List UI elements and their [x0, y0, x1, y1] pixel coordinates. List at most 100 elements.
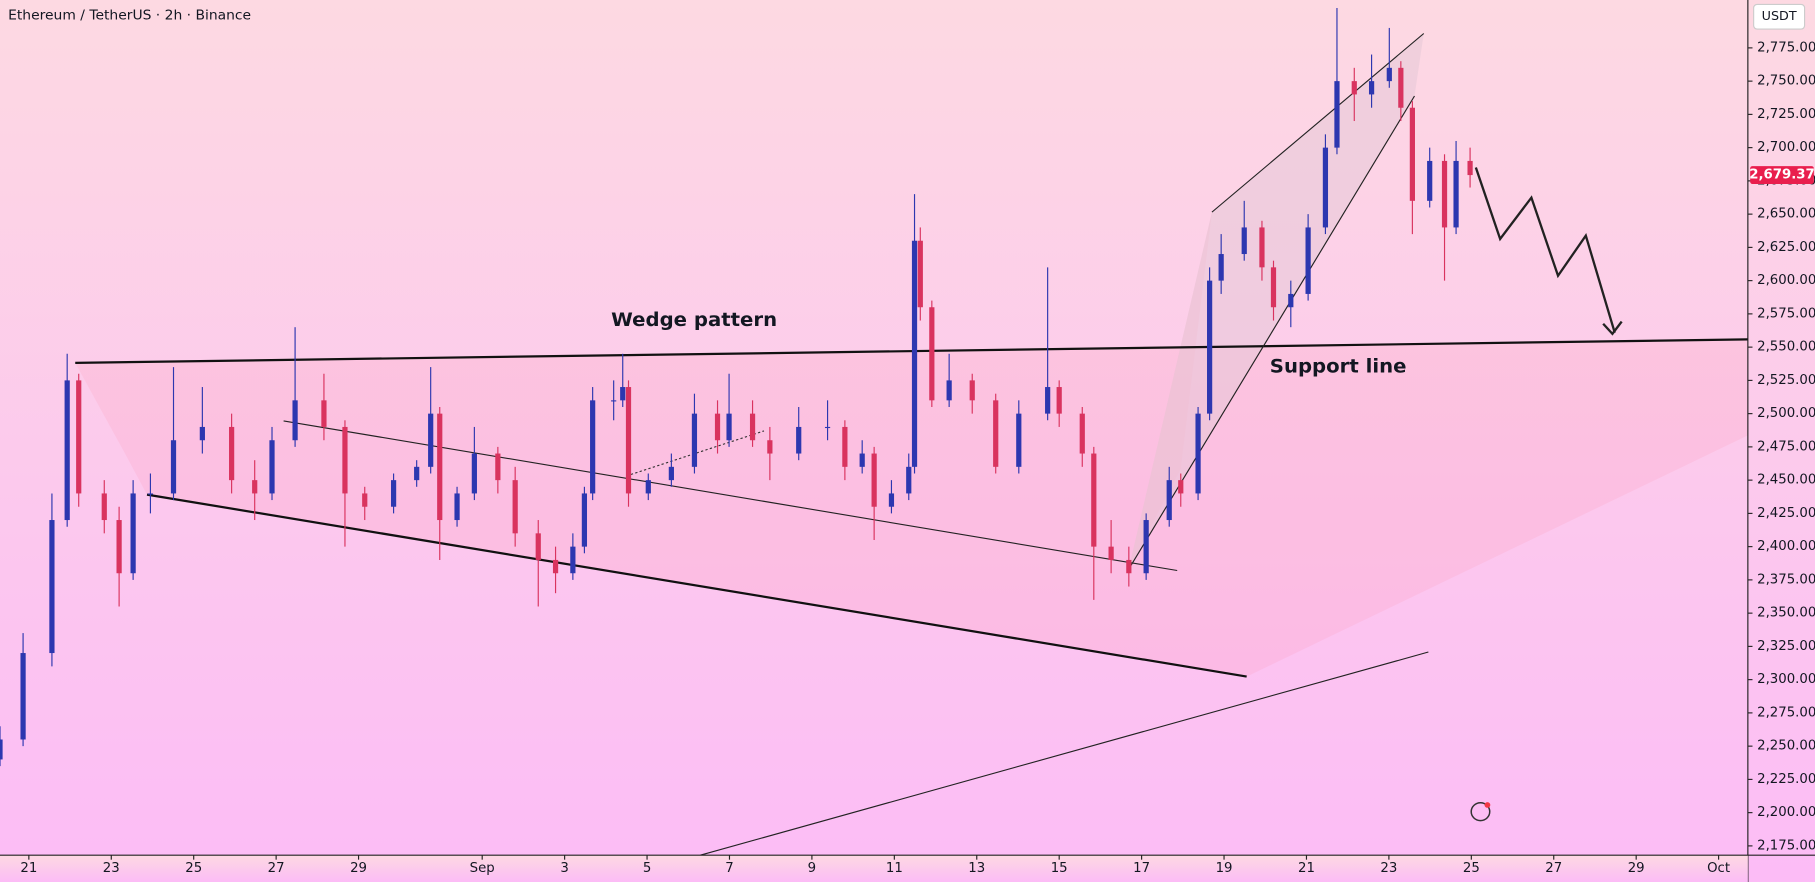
price-axis: [1747, 0, 1815, 882]
x-tick-label: 21: [20, 861, 37, 876]
candle-body: [552, 559, 559, 574]
x-tick-label: 23: [103, 861, 120, 876]
candle-body: [49, 520, 55, 654]
candle-body: [993, 400, 999, 467]
candle-body: [342, 426, 348, 494]
candle-body: [0, 739, 3, 760]
candle-body: [1368, 81, 1375, 95]
candle-body: [570, 546, 576, 574]
candle-body: [130, 493, 136, 574]
currency-label: USDT: [1762, 8, 1797, 23]
rising-line: [700, 651, 1429, 856]
y-tick-label: 2,750.00: [1757, 74, 1815, 89]
x-tick-label: 17: [1133, 861, 1150, 876]
y-tick-label: 2,425.00: [1757, 506, 1815, 521]
candle-body: [269, 440, 275, 494]
x-tick-label: 19: [1216, 861, 1233, 876]
x-tick-label: 29: [350, 861, 367, 876]
last-price-tag: [1750, 166, 1814, 185]
x-tick-label: 27: [268, 861, 285, 876]
y-tick-label: 2,175.00: [1757, 839, 1815, 854]
y-tick-label: 2,475.00: [1757, 440, 1815, 455]
candle-body: [1427, 160, 1433, 201]
candle-body: [1016, 413, 1022, 467]
candle-body: [535, 533, 541, 560]
candle-body: [645, 480, 651, 494]
candle-body: [1322, 147, 1329, 228]
axes: 2,175.00 2,200.00 2,225.00 2,250.00 2,275.00…: [20, 41, 1815, 876]
candle-body: [101, 493, 107, 521]
candle-body: [911, 240, 918, 467]
candle-body: [1207, 280, 1213, 414]
x-tick-label: 5: [643, 861, 651, 876]
y-tick-label: 2,350.00: [1757, 606, 1815, 621]
channel-fill: [1128, 33, 1424, 570]
candle-body: [512, 480, 518, 534]
candle-body: [969, 380, 975, 401]
candle-body: [20, 653, 26, 740]
x-tick-label: 29: [1628, 861, 1645, 876]
x-tick-label: 13: [968, 861, 985, 876]
candle-body: [581, 493, 588, 547]
candle-body: [842, 426, 848, 467]
candle-body: [1195, 413, 1201, 494]
y-tick-label: 2,300.00: [1757, 672, 1815, 687]
candle-body: [1143, 520, 1149, 574]
annotation: Wedge pattern: [611, 308, 777, 331]
candle-body: [199, 426, 205, 441]
candle-body: [414, 466, 420, 481]
y-tick-label: 2,600.00: [1757, 273, 1815, 288]
candle-body: [767, 440, 773, 454]
candle-body: [1178, 480, 1184, 494]
candle-body: [64, 380, 70, 521]
y-tick-label: 2,275.00: [1757, 706, 1815, 721]
y-tick-label: 2,725.00: [1757, 107, 1815, 122]
candle-body: [929, 307, 935, 401]
candle-body: [749, 413, 756, 441]
icon-dot: [1484, 802, 1491, 808]
candle-body: [428, 413, 434, 467]
y-tick-label: 2,225.00: [1757, 772, 1815, 787]
candle-body: [1467, 160, 1473, 176]
x-tick-label: 9: [808, 861, 816, 876]
candle-body: [590, 400, 596, 494]
wedge-lower-line: [146, 493, 1247, 678]
y-tick-label: 2,400.00: [1757, 539, 1815, 554]
x-tick-label: 7: [725, 861, 733, 876]
candle-body: [714, 413, 721, 441]
x-tick-label: 15: [1051, 861, 1068, 876]
candle-body: [1441, 160, 1448, 228]
candle-body: [1166, 480, 1172, 521]
candle-body: [611, 400, 617, 402]
currency-button[interactable]: [1753, 3, 1806, 30]
annotation: Support line: [1270, 355, 1407, 378]
projection-arrow: [1602, 320, 1623, 336]
candle-body: [292, 400, 298, 441]
channel-line: [1211, 33, 1425, 213]
candle-body: [362, 493, 368, 507]
candle-body: [1091, 453, 1097, 547]
chart-title: Ethereum / TetherUS · 2h · Binance: [8, 8, 251, 24]
projection-path: [1474, 167, 1616, 334]
candle-body: [252, 480, 258, 494]
candle-body: [1351, 81, 1357, 95]
candles: [0, 7, 1473, 767]
candle-body: [1126, 559, 1132, 574]
candle-body: [1386, 67, 1392, 82]
icon[interactable]: [1470, 802, 1491, 822]
y-tick-label: 2,250.00: [1757, 739, 1815, 754]
candle-body: [859, 453, 865, 467]
candle-body: [437, 413, 443, 521]
candle-body: [390, 480, 397, 507]
candle-body: [116, 520, 122, 574]
wedge-fill: [75, 339, 1748, 677]
y-tick-label: 2,325.00: [1757, 639, 1815, 654]
candle-body: [1270, 267, 1277, 308]
y-tick-label: 2,550.00: [1757, 340, 1815, 355]
candle-body: [625, 387, 632, 494]
candle-body: [1305, 227, 1311, 294]
candle-body: [170, 440, 177, 494]
y-tick-label: 2,450.00: [1757, 473, 1815, 488]
x-tick-label: Oct: [1707, 861, 1730, 876]
